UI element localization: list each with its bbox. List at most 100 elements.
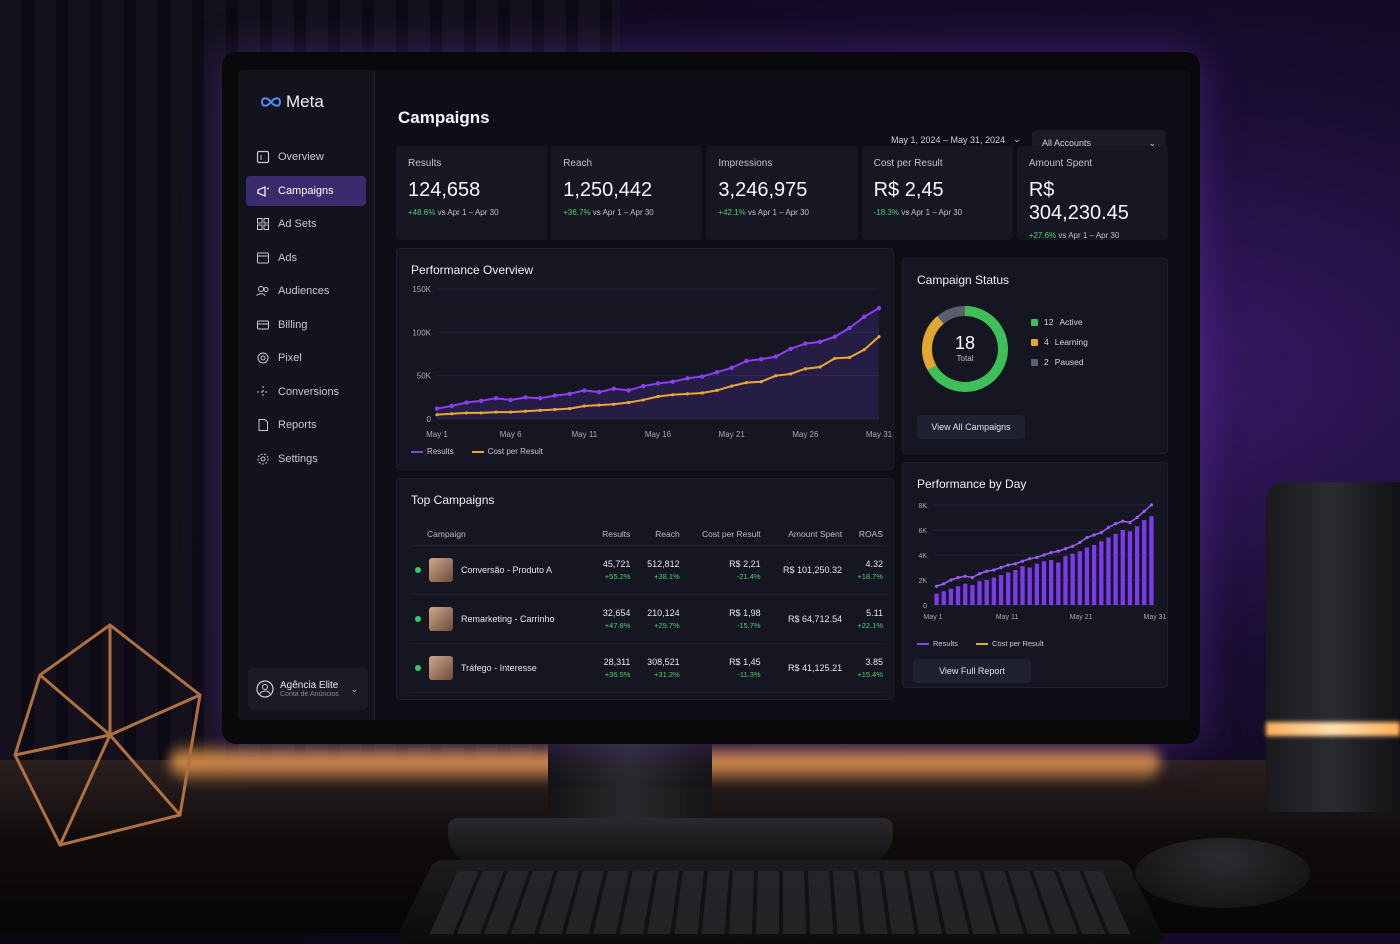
sidebar-item-settings[interactable]: Settings [246, 444, 366, 474]
kpi-compare: vs Apr 1 – Apr 30 [1058, 231, 1119, 240]
cell-value: R$ 101,250.32 [783, 565, 842, 575]
kpi-delta-row: +27.6% vs Apr 1 – Apr 30 [1029, 231, 1156, 240]
y-tick-label: 150K [412, 285, 431, 294]
status-label: Paused [1055, 357, 1084, 367]
campaign-name[interactable]: Tráfego - Interesse [461, 663, 537, 673]
kpi-delta: +48.6% [408, 208, 435, 217]
campaign-cell: Remarketing - Carrinho [415, 607, 586, 631]
campaign-thumbnail [429, 558, 453, 582]
cost-per-result-point [1014, 562, 1017, 565]
status-legend-paused: 2 Paused [1031, 357, 1088, 367]
view-full-report-button[interactable]: View Full Report [913, 659, 1031, 683]
reports-icon [256, 418, 270, 432]
legend-item-results: Results [917, 639, 958, 648]
sidebar-item-billing[interactable]: Billing [246, 310, 366, 340]
kpi-card-cost-per-result[interactable]: Cost per Result R$ 2,45 -18.3% vs Apr 1 … [862, 146, 1013, 240]
cost-per-result-point [1042, 553, 1045, 556]
kpi-compare: vs Apr 1 – Apr 30 [593, 208, 654, 217]
sidebar-item-pixel[interactable]: Pixel [246, 343, 366, 373]
cost-per-result-point [686, 392, 689, 395]
card-title: Campaign Status [917, 273, 1009, 287]
sidebar-item-audiences[interactable]: Audiences [246, 276, 366, 306]
results-bar [1085, 548, 1089, 606]
cell-value: R$ 64,712.54 [788, 614, 842, 624]
kpi-card-reach[interactable]: Reach 1,250,442 +36.7% vs Apr 1 – Apr 30 [551, 146, 702, 240]
kpi-delta-row: +42.1% vs Apr 1 – Apr 30 [718, 208, 845, 217]
legend-item-results: Results [411, 447, 454, 456]
kpi-value: R$ 2,45 [874, 179, 1001, 202]
sidebar-item-label: Ad Sets [278, 218, 317, 230]
y-tick-label: 4K [918, 553, 927, 560]
results-point [508, 398, 512, 402]
cost-per-result-point [818, 365, 821, 368]
cost-per-result-point [789, 372, 792, 375]
column-header[interactable]: Cost per Result [684, 523, 765, 546]
kpi-card-amount-spent[interactable]: Amount Spent R$ 304,230.45 +27.6% vs Apr… [1017, 146, 1168, 240]
x-tick-label: May 11 [572, 430, 598, 439]
sidebar-item-reports[interactable]: Reports [246, 410, 366, 440]
column-header[interactable]: Reach [634, 523, 683, 546]
account-switcher[interactable]: Agência Elite Conta de Anúncios ⌄ [248, 668, 368, 710]
cost-per-result-point [1028, 557, 1031, 560]
y-tick-label: 2K [918, 578, 927, 585]
results-bar [1056, 563, 1060, 606]
campaign-name[interactable]: Remarketing - Carrinho [461, 614, 555, 624]
legend-label: Results [427, 447, 454, 456]
results-bar [934, 594, 938, 605]
x-tick-label: May 31 [1144, 614, 1167, 621]
results-bar [963, 584, 967, 605]
meta-logo[interactable]: Meta [260, 92, 324, 112]
dashboard-screen: Meta Overview Campaigns Ad Sets Ads Audi… [238, 70, 1190, 720]
results-area [437, 308, 879, 419]
cell-value: 5.11 [866, 608, 883, 618]
sidebar-item-ads[interactable]: Ads [246, 243, 366, 273]
cell-delta: +47.8% [594, 621, 630, 630]
sidebar-item-campaigns[interactable]: Campaigns [246, 176, 366, 206]
status-count: 4 [1044, 337, 1049, 347]
results-point [567, 392, 571, 396]
cell-value: 3.85 [865, 657, 883, 667]
date-range-label: May 1, 2024 – May 31, 2024 [891, 135, 1005, 145]
status-label: Active [1059, 317, 1082, 327]
grid-icon [256, 217, 270, 231]
results-point [641, 384, 645, 388]
kpi-label: Results [408, 158, 535, 169]
cost-per-result-point [1071, 545, 1074, 548]
sidebar-item-conversions[interactable]: Conversions [246, 377, 366, 407]
kpi-card-results[interactable]: Results 124,658 +48.6% vs Apr 1 – Apr 30 [396, 146, 547, 240]
cost-per-result-point [804, 367, 807, 370]
column-header[interactable]: Amount Spent [765, 523, 846, 546]
kpi-label: Reach [563, 158, 690, 169]
cost-per-result-point [583, 404, 586, 407]
view-all-campaigns-button[interactable]: View All Campaigns [917, 415, 1025, 439]
results-point [774, 354, 778, 358]
sidebar-item-label: Campaigns [278, 185, 334, 197]
results-bar [1028, 568, 1032, 606]
cell-delta: +29.7% [638, 621, 679, 630]
sidebar-item-ad-sets[interactable]: Ad Sets [246, 209, 366, 239]
column-header[interactable]: Results [590, 523, 634, 546]
results-point [744, 359, 748, 363]
cost-per-result-point [1107, 526, 1110, 529]
status-dot [415, 665, 421, 671]
table-row[interactable]: Conversão - Produto A 45,721 +55.2% 512,8… [411, 546, 887, 595]
campaign-name[interactable]: Conversão - Produto A [461, 565, 552, 575]
cost-per-result-point [942, 582, 945, 585]
column-header[interactable]: ROAS [846, 523, 887, 546]
legend-item-cost-per-result: Cost per Result [472, 447, 543, 456]
kpi-card-impressions[interactable]: Impressions 3,246,975 +42.1% vs Apr 1 – … [706, 146, 857, 240]
results-bar [1142, 520, 1146, 605]
results-point [715, 370, 719, 374]
table-row[interactable]: Remarketing - Carrinho 32,654 +47.8% 210,… [411, 595, 887, 644]
cell-delta: -21.4% [688, 572, 761, 581]
legend-label: Cost per Result [488, 447, 543, 456]
cell-value: 308,521 [647, 657, 680, 667]
sidebar-item-overview[interactable]: Overview [246, 142, 366, 172]
meta-infinity-icon [260, 96, 282, 108]
kpi-compare: vs Apr 1 – Apr 30 [748, 208, 809, 217]
cell-delta: +38.1% [638, 572, 679, 581]
table-row[interactable]: Tráfego - Interesse 28,311 +36.5% 308,521… [411, 644, 887, 693]
date-range-picker[interactable]: May 1, 2024 – May 31, 2024 ⌄ [891, 134, 1021, 145]
cell-value: 210,124 [647, 608, 680, 618]
column-header[interactable]: Campaign [411, 523, 590, 546]
